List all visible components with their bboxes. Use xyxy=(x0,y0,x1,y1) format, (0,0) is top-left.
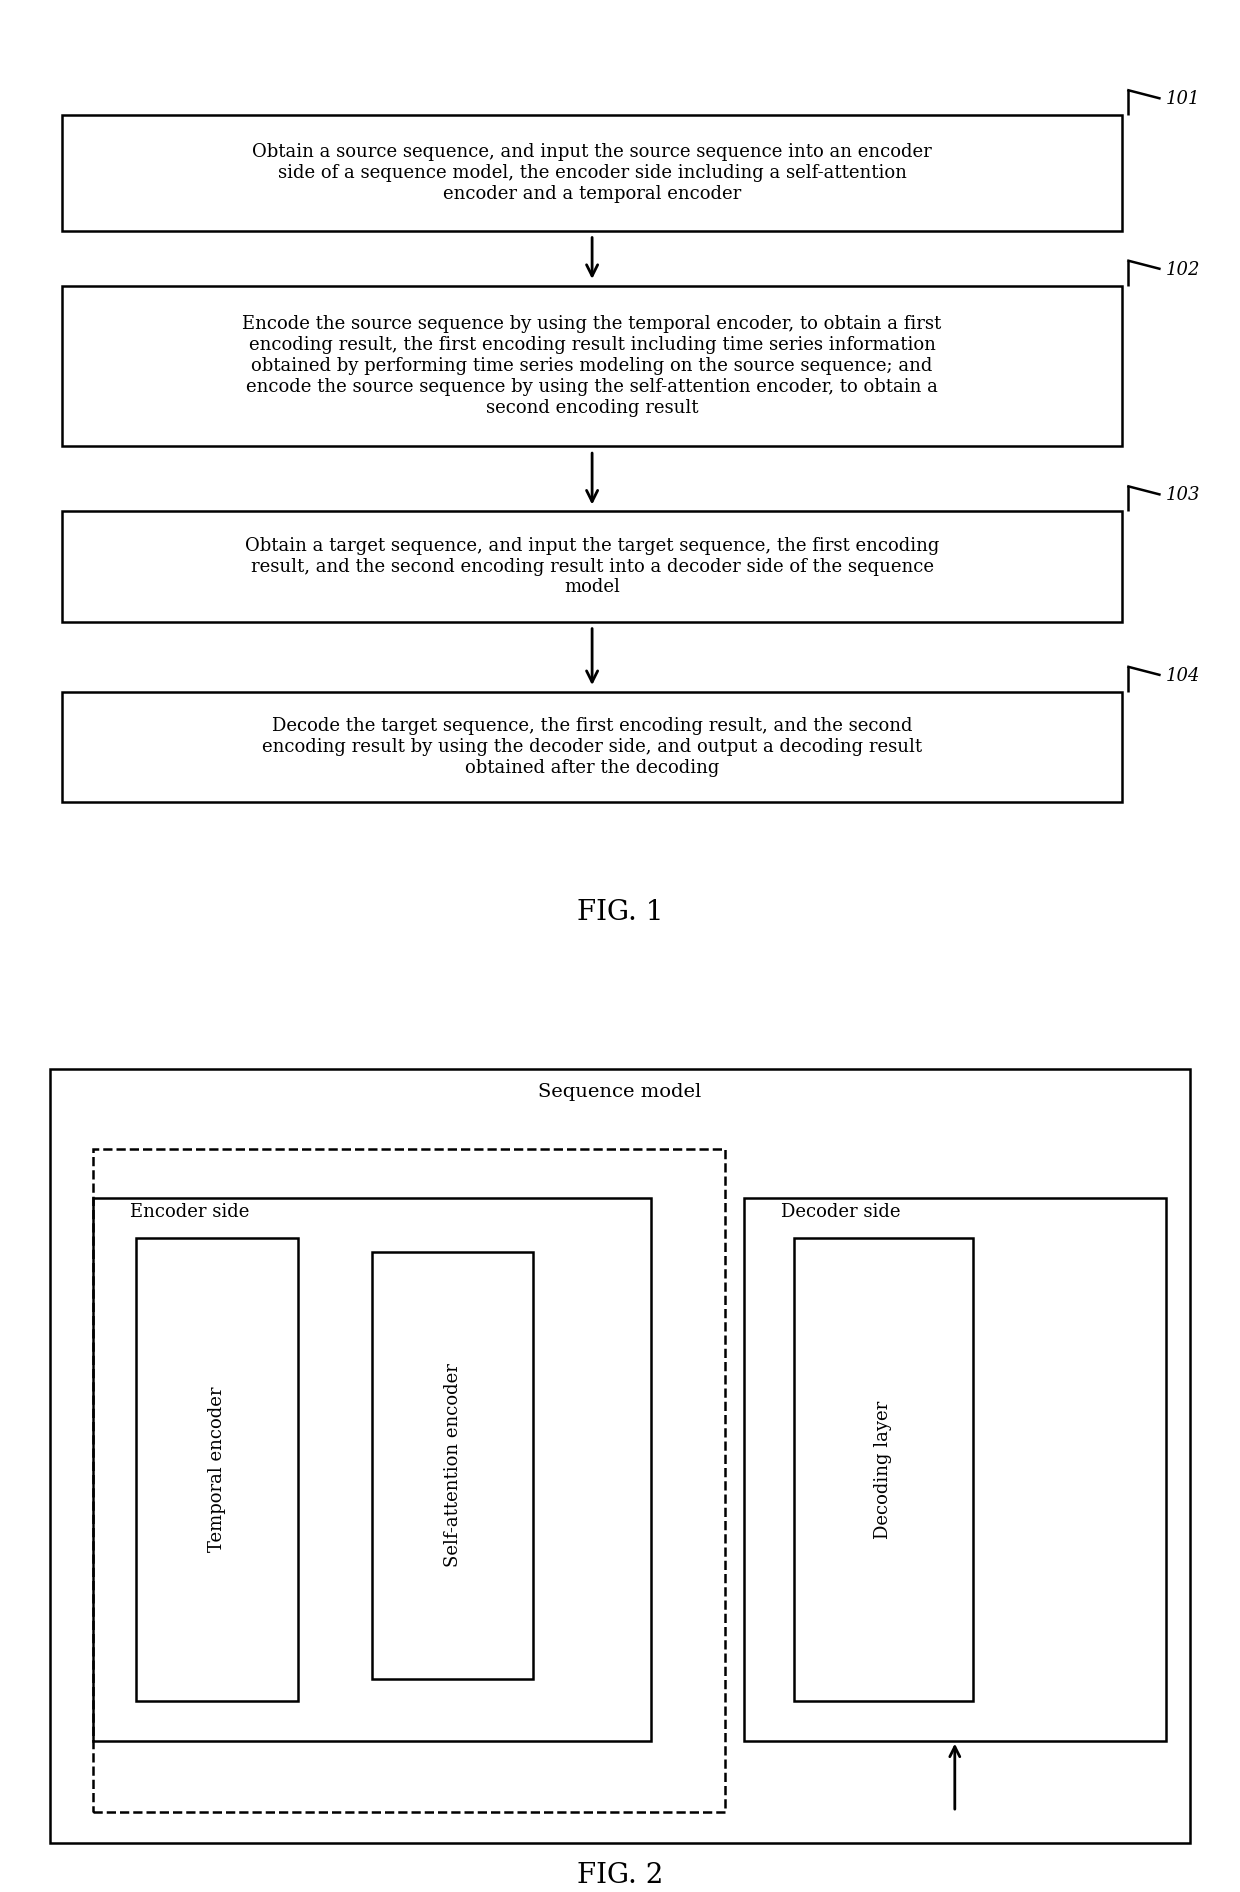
Text: Obtain a source sequence, and input the source sequence into an encoder
side of : Obtain a source sequence, and input the … xyxy=(252,144,932,202)
Bar xyxy=(744,1198,1166,1741)
Bar xyxy=(62,692,1122,802)
Text: FIG. 1: FIG. 1 xyxy=(577,899,663,925)
Text: Temporal encoder: Temporal encoder xyxy=(208,1387,226,1551)
Text: 102: 102 xyxy=(1166,261,1200,278)
Text: 104: 104 xyxy=(1166,666,1200,685)
Bar xyxy=(136,1239,298,1701)
Bar xyxy=(62,286,1122,447)
Bar xyxy=(50,1069,1190,1843)
Bar xyxy=(794,1239,973,1701)
Text: Self-attention encoder: Self-attention encoder xyxy=(444,1364,461,1567)
Bar xyxy=(93,1150,725,1813)
Text: 101: 101 xyxy=(1166,91,1200,108)
Text: Encode the source sequence by using the temporal encoder, to obtain a first
enco: Encode the source sequence by using the … xyxy=(243,316,941,416)
Text: Decoder side: Decoder side xyxy=(781,1203,900,1220)
Bar xyxy=(62,511,1122,622)
Text: Obtain a target sequence, and input the target sequence, the first encoding
resu: Obtain a target sequence, and input the … xyxy=(246,537,939,596)
Text: Sequence model: Sequence model xyxy=(538,1082,702,1101)
Bar xyxy=(62,115,1122,231)
Text: Encoder side: Encoder side xyxy=(130,1203,249,1220)
Bar xyxy=(372,1253,533,1678)
Text: 103: 103 xyxy=(1166,486,1200,505)
Text: FIG. 2: FIG. 2 xyxy=(577,1862,663,1890)
Text: Decoding layer: Decoding layer xyxy=(874,1400,893,1538)
Text: Decode the target sequence, the first encoding result, and the second
encoding r: Decode the target sequence, the first en… xyxy=(262,717,923,778)
Bar xyxy=(93,1198,651,1741)
